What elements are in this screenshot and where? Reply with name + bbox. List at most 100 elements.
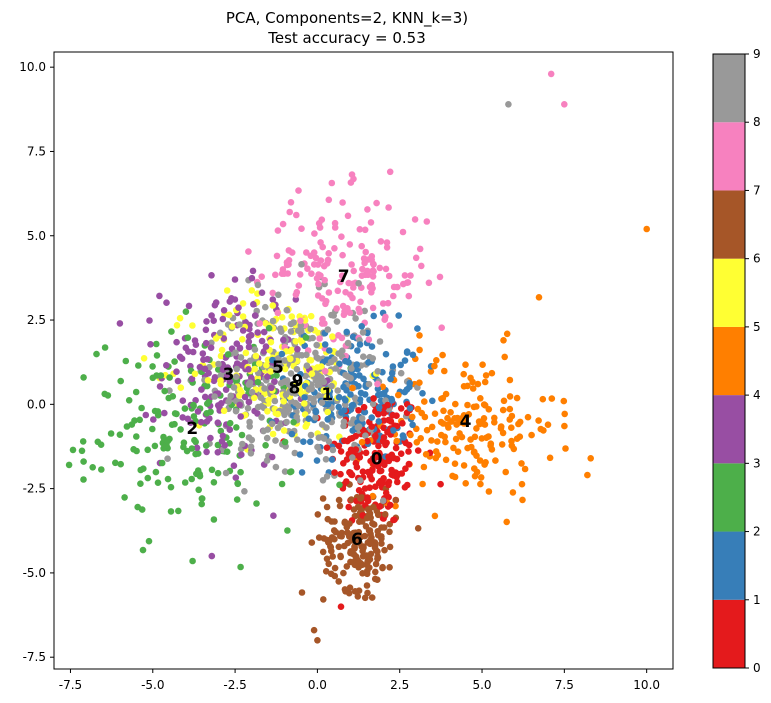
scatter-point-class-8: [358, 415, 366, 422]
scatter-point-class-2: [117, 460, 124, 468]
scatter-point-class-4: [508, 412, 516, 420]
scatter-point-class-6: [315, 534, 323, 541]
colorbar-tick-label: 2: [753, 525, 761, 539]
scatter-point-class-4: [477, 480, 484, 488]
scatter-point-class-4: [454, 448, 462, 456]
scatter-point-class-6: [354, 503, 362, 511]
cluster-label-5: 5: [272, 358, 284, 378]
scatter-point-class-1: [388, 397, 396, 404]
scatter-point-class-4: [485, 406, 493, 413]
scatter-point-class-4: [528, 431, 535, 439]
scatter-point-class-4: [462, 361, 469, 369]
scatter-point-class-2: [233, 424, 240, 431]
scatter-point-class-8: [310, 398, 318, 406]
scatter-point-class-0: [360, 403, 368, 411]
scatter-point-class-7: [312, 254, 320, 262]
scatter-point-class-3: [182, 344, 190, 352]
scatter-point-class-7: [344, 305, 351, 312]
scatter-point-class-6: [368, 594, 376, 601]
scatter-point-class-5: [242, 349, 250, 357]
scatter-point-class-6: [325, 560, 333, 568]
cluster-label-7: 7: [338, 267, 350, 287]
scatter-point-class-5: [280, 398, 288, 405]
scatter-point-class-5: [223, 287, 231, 294]
scatter-point-class-4: [643, 225, 650, 233]
scatter-point-class-3: [208, 272, 215, 279]
scatter-point-class-2: [188, 475, 195, 483]
scatter-point-class-1: [414, 325, 421, 332]
scatter-point-class-7: [317, 257, 325, 264]
scatter-point-class-8: [328, 311, 335, 319]
scatter-point-class-2: [138, 404, 145, 412]
scatter-point-class-2: [171, 410, 179, 417]
scatter-point-class-1: [306, 438, 314, 446]
scatter-point-class-7: [357, 298, 364, 306]
scatter-point-class-8: [272, 437, 279, 444]
colorbar-tick-label: 9: [753, 47, 761, 61]
scatter-point-class-4: [452, 435, 460, 443]
scatter-point-class-5: [329, 333, 336, 340]
scatter-point-class-4: [519, 496, 526, 504]
scatter-point-class-4: [524, 413, 532, 421]
scatter-point-class-9: [232, 349, 239, 357]
scatter-point-class-8: [324, 326, 332, 333]
scatter-point-class-5: [318, 363, 325, 370]
scatter-point-class-7: [385, 272, 393, 280]
scatter-point-class-0: [405, 448, 412, 455]
colorbar-band: [713, 54, 745, 123]
scatter-point-class-8: [374, 368, 382, 375]
scatter-point-class-1: [356, 341, 364, 348]
scatter-point-class-3: [191, 337, 199, 344]
scatter-point-class-3: [251, 312, 259, 319]
scatter-point-class-7: [315, 280, 322, 288]
scatter-point-class-3: [179, 414, 186, 421]
scatter-point-class-7: [359, 265, 366, 273]
scatter-point-class-1: [375, 404, 383, 411]
scatter-point-class-9: [262, 303, 269, 311]
scatter-point-class-7: [350, 175, 357, 183]
scatter-point-class-2: [166, 374, 173, 381]
scatter-point-class-2: [171, 420, 178, 428]
scatter-point-class-3: [268, 453, 276, 461]
scatter-point-class-4: [476, 457, 484, 464]
scatter-point-class-4: [499, 429, 507, 437]
scatter-point-class-3: [254, 329, 261, 336]
scatter-point-class-3: [163, 362, 170, 369]
scatter-point-class-6: [322, 568, 330, 575]
scatter-point-class-0: [343, 456, 351, 463]
scatter-point-class-1: [296, 451, 304, 458]
scatter-point-class-8: [287, 370, 295, 377]
scatter-point-class-8: [241, 488, 248, 495]
scatter-point-class-9: [376, 338, 384, 345]
scatter-point-class-2: [234, 480, 241, 487]
scatter-point-class-4: [477, 395, 484, 402]
x-tick-label: -2.5: [223, 678, 246, 692]
scatter-point-class-8: [333, 318, 341, 325]
scatter-point-class-1: [389, 427, 397, 434]
scatter-point-class-7: [317, 272, 324, 279]
scatter-point-class-6: [336, 532, 344, 540]
scatter-point-class-7: [361, 226, 369, 234]
scatter-point-class-6: [366, 510, 373, 518]
scatter-point-class-8: [309, 334, 317, 342]
scatter-point-class-6: [323, 555, 331, 563]
scatter-point-class-2: [149, 425, 156, 433]
scatter-point-class-8: [246, 423, 253, 430]
scatter-point-class-4: [513, 435, 521, 443]
scatter-point-class-4: [560, 397, 568, 405]
scatter-point-class-2: [198, 500, 205, 508]
scatter-point-class-7: [256, 320, 264, 327]
scatter-point-class-8: [318, 421, 326, 428]
scatter-point-class-5: [140, 355, 148, 362]
scatter-point-class-2: [210, 516, 218, 523]
scatter-point-class-4: [509, 489, 517, 496]
scatter-point-class-2: [202, 442, 210, 449]
scatter-point-class-6: [336, 502, 344, 510]
scatter-point-class-2: [182, 308, 190, 316]
scatter-point-class-4: [562, 445, 569, 452]
scatter-point-class-2: [79, 438, 87, 445]
scatter-point-class-3: [258, 289, 266, 297]
scatter-point-class-8: [342, 371, 349, 379]
scatter-point-class-4: [503, 518, 511, 526]
